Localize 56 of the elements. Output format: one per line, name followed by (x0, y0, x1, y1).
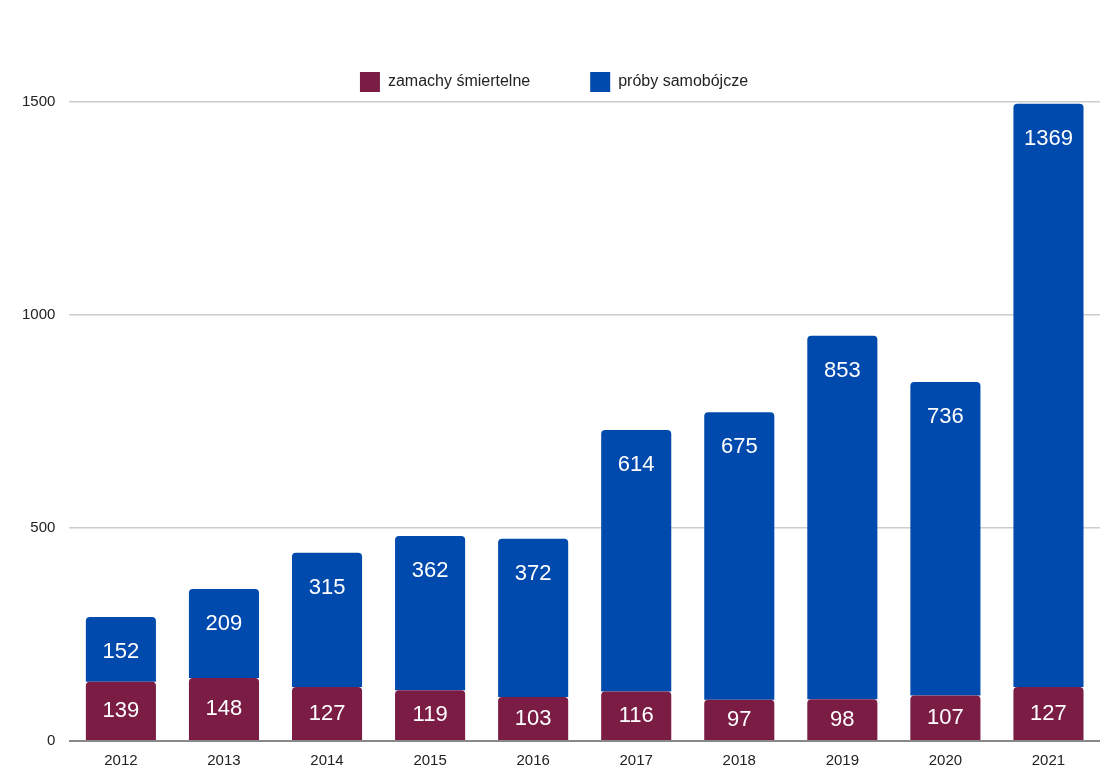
bar (704, 699, 775, 740)
bar (291, 686, 363, 740)
x-tick-label: 2017 (619, 751, 653, 769)
data-label: 209 (205, 609, 243, 635)
data-label: 127 (308, 699, 346, 725)
data-label: 1369 (1023, 124, 1073, 150)
bar (498, 538, 569, 698)
legend-label: zamachy śmiertelne (387, 72, 531, 90)
data-label: 116 (618, 701, 654, 727)
bar (291, 552, 363, 687)
x-tick-label: 2018 (722, 751, 756, 769)
x-tick-label: 2012 (104, 751, 138, 769)
bar (1013, 686, 1084, 740)
y-tick-label: 0 (47, 731, 56, 749)
x-tick-label: 2013 (207, 751, 241, 769)
data-label: 148 (205, 695, 243, 721)
bar (188, 677, 260, 740)
bar (910, 381, 981, 696)
bar (807, 335, 878, 700)
legend-label: próby samobójcze (618, 72, 749, 90)
bar (601, 691, 672, 740)
bar (85, 617, 156, 682)
data-label: 853 (823, 356, 861, 382)
data-label: 736 (927, 402, 964, 428)
bar (395, 536, 466, 691)
bar (601, 430, 672, 692)
x-tick-label: 2021 (1031, 751, 1066, 769)
bar (910, 695, 981, 740)
x-tick-label: 2014 (310, 751, 344, 769)
data-label: 372 (514, 559, 552, 585)
y-tick-label: 1000 (21, 305, 56, 323)
bar (704, 412, 775, 700)
data-label: 362 (411, 557, 449, 583)
bar (807, 699, 878, 740)
bar (1013, 103, 1084, 687)
data-label: 139 (102, 696, 140, 722)
data-label: 127 (1030, 699, 1067, 725)
data-label: 107 (927, 703, 964, 729)
data-label: 315 (308, 573, 346, 599)
y-tick-label: 1500 (21, 92, 56, 110)
data-label: 614 (617, 451, 655, 477)
bar (188, 588, 260, 678)
x-tick-label: 2019 (825, 751, 860, 769)
bar (85, 681, 156, 740)
y-tick-label: 500 (30, 518, 56, 536)
data-label: 97 (727, 705, 752, 731)
data-label: 119 (412, 701, 448, 727)
x-tick-label: 2016 (516, 751, 550, 769)
x-tick-label: 2015 (413, 751, 447, 769)
x-tick-label: 2020 (928, 751, 963, 769)
bar (395, 690, 466, 740)
data-label: 152 (102, 638, 140, 664)
bar (498, 697, 569, 740)
data-label: 103 (514, 704, 552, 730)
data-label: 98 (830, 705, 855, 731)
data-label: 675 (720, 433, 758, 459)
